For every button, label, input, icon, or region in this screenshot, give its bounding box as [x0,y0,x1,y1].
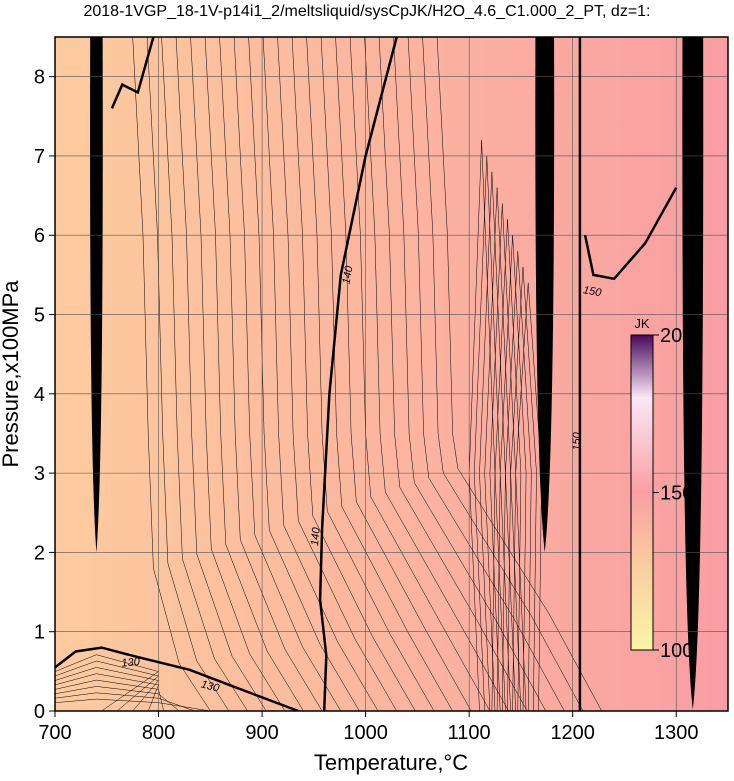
minor-contour [233,37,342,711]
minor-contour [335,37,472,711]
minor-contour [175,37,267,711]
minor-contour [55,654,160,711]
minor-contour [277,37,397,711]
minor-contour [320,37,453,711]
minor-contour [262,37,379,711]
minor-contour [55,698,211,711]
x-tick-label: 900 [245,722,278,744]
y-tick-label: 1 [34,622,45,644]
contour-label: 130 [200,678,222,695]
contour-label: 150 [582,284,603,299]
minor-contour [393,37,547,711]
minor-contour [55,660,160,711]
contour-label: 140 [340,264,355,285]
y-tick-label: 4 [34,384,45,406]
minor-contour [219,37,323,711]
x-tick-label: 800 [142,722,175,744]
plot-background [55,37,728,711]
x-tick-label: 1000 [343,722,388,744]
minor-contour [132,37,211,711]
minor-contour [407,37,565,711]
minor-contour [204,37,304,711]
minor-contour [364,37,509,711]
x-tick-label: 1300 [654,722,699,744]
contour-line [110,37,155,109]
minor-contour [436,37,602,711]
dense-contour-band [682,37,704,710]
chart-title: 2018-1VGP_18-1V-p14i1_2/meltsliquid/sysC… [83,3,650,20]
y-axis-label: Pressure,x100MPa [0,280,23,468]
y-tick-label: 8 [34,67,45,89]
x-tick-label: 1100 [448,722,491,744]
plot-area: 130 130 140 140 150 150 [55,37,728,711]
minor-contour [55,686,180,711]
dense-contour-band [90,37,103,553]
colorbar-tick-label: 200 [660,325,693,347]
minor-contour [190,37,286,711]
plot-frame [54,36,729,712]
colorbar-tick-label: 150 [660,483,693,505]
x-axis-label: Temperature,°C [314,750,468,775]
minor-contour [55,679,164,711]
contour-line [583,187,678,281]
colorbar-scale [630,334,654,651]
dense-contour-band [535,37,555,553]
contour-line [55,646,299,711]
colorbar-tick-label: 100 [660,640,693,662]
contour-label: 150 [571,431,583,450]
y-tick-label: 2 [34,542,45,564]
x-tick-label: 1200 [550,722,595,744]
minor-contour [55,667,159,711]
minor-contour [55,692,195,711]
y-tick-label: 7 [34,146,45,168]
minor-contour [349,37,491,711]
minor-contour [161,37,248,711]
contour-line [318,37,398,711]
colorbar-label: JK [634,316,650,331]
contour-label: 130 [121,656,141,670]
x-tick-label: 700 [38,722,71,744]
colorbar: JK 100 150 200 [630,316,693,662]
contour-label: 140 [309,526,323,546]
y-tick-label: 3 [34,463,45,485]
minor-contour [291,37,416,711]
minor-contour [146,37,230,711]
y-tick-label: 6 [34,225,45,247]
minor-contour [55,673,159,711]
y-tick-label: 5 [34,305,45,327]
y-tick-label: 0 [34,701,45,723]
